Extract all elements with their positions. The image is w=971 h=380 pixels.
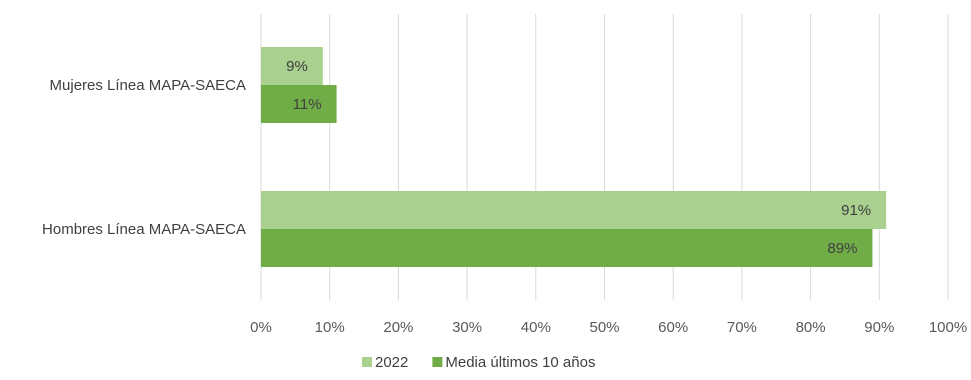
legend-label: 2022 xyxy=(375,354,408,371)
data-label: 89% xyxy=(827,240,857,257)
bar xyxy=(261,47,323,85)
legend-swatch xyxy=(362,357,372,367)
gridlines xyxy=(260,14,949,300)
x-tick-label: 30% xyxy=(452,319,482,336)
x-tick-label: 20% xyxy=(383,319,413,336)
legend-label: Media últimos 10 años xyxy=(445,354,595,371)
x-tick-label: 80% xyxy=(796,319,826,336)
category-label: Mujeres Línea MAPA-SAECA xyxy=(50,77,246,94)
x-tick-label: 0% xyxy=(250,319,272,336)
x-tick-label: 90% xyxy=(864,319,894,336)
bars: 9% 11% 91% 89% xyxy=(261,47,887,267)
x-tick-label: 70% xyxy=(727,319,757,336)
x-tick-label: 40% xyxy=(521,319,551,336)
legend: 2022 Media últimos 10 años xyxy=(362,354,595,371)
data-label: 9% xyxy=(286,58,308,75)
x-tick-label: 60% xyxy=(658,319,688,336)
category-label: Hombres Línea MAPA-SAECA xyxy=(42,221,246,238)
bar xyxy=(261,191,887,229)
data-label: 11% xyxy=(293,96,322,113)
category-labels: Mujeres Línea MAPA-SAECA Hombres Línea MA… xyxy=(42,77,246,238)
x-tick-label: 50% xyxy=(589,319,619,336)
data-label: 91% xyxy=(841,202,871,219)
bar xyxy=(261,229,873,267)
bar xyxy=(261,85,337,123)
legend-swatch xyxy=(432,357,443,367)
x-tick-label: 100% xyxy=(929,319,967,336)
x-axis-ticks: 0% 10% 20% 30% 40% 50% 60% 70% 80% 90% 100% xyxy=(250,319,967,336)
x-tick-label: 10% xyxy=(315,319,345,336)
